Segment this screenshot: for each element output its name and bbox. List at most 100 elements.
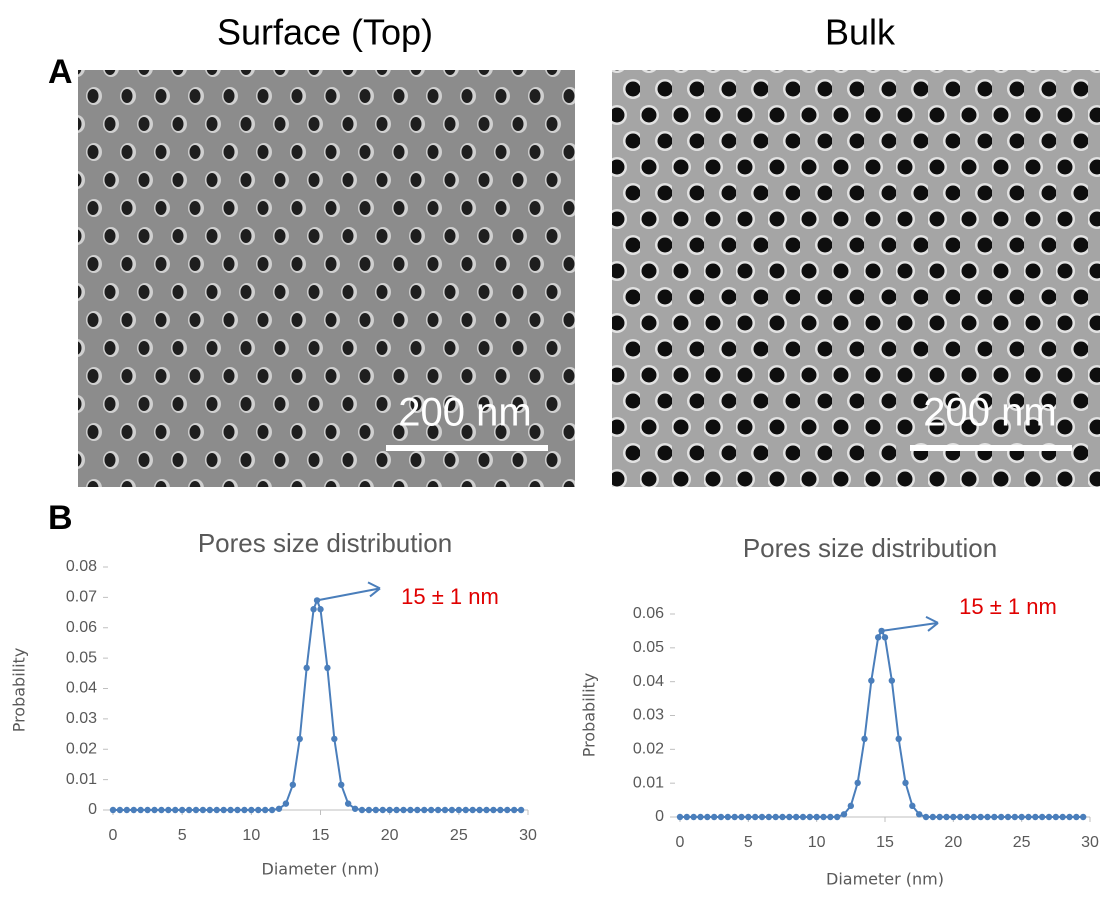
x-tick-label: 25	[1013, 834, 1031, 851]
data-point	[358, 806, 366, 814]
data-point	[922, 813, 930, 821]
x-tick-label: 15	[312, 827, 330, 844]
y-tick-label: 0.05	[66, 649, 97, 666]
chart-title: Pores size distribution	[198, 528, 452, 558]
data-point	[407, 806, 414, 814]
data-point	[1011, 813, 1019, 821]
x-tick-label: 10	[242, 827, 260, 844]
data-point	[241, 806, 248, 814]
data-point	[868, 677, 875, 684]
y-tick-label: 0.07	[66, 589, 97, 606]
data-point	[268, 806, 276, 814]
x-tick-label: 5	[744, 834, 753, 851]
data-point	[943, 813, 950, 821]
data-point	[806, 813, 814, 821]
data-point	[977, 813, 984, 821]
data-point	[185, 806, 193, 814]
data-point	[178, 806, 186, 814]
data-point	[441, 806, 449, 814]
data-point	[510, 806, 518, 814]
series-line	[680, 628, 1084, 818]
data-point	[372, 806, 380, 814]
data-point	[1079, 813, 1087, 821]
data-point	[676, 813, 684, 821]
scale-bar	[386, 445, 548, 451]
panel-label: B	[48, 499, 73, 537]
data-point	[331, 735, 338, 743]
y-tick-label: 0	[655, 808, 664, 825]
data-point	[936, 813, 943, 821]
data-point	[351, 805, 359, 812]
y-tick-label: 0.01	[66, 771, 97, 788]
data-point	[255, 806, 262, 814]
series-line	[113, 597, 522, 811]
data-point	[765, 813, 773, 821]
data-point	[950, 813, 957, 821]
y-tick-label: 0	[88, 801, 97, 818]
data-point	[991, 813, 998, 821]
data-point	[895, 735, 902, 743]
data-point	[393, 806, 400, 814]
x-tick-label: 5	[178, 827, 187, 844]
data-point	[483, 806, 490, 814]
data-point	[296, 735, 303, 743]
data-point	[956, 813, 964, 821]
x-tick-label: 15	[876, 834, 894, 851]
data-point	[1018, 813, 1025, 821]
data-point	[130, 806, 137, 814]
sem-image	[78, 70, 575, 487]
data-point	[427, 806, 435, 814]
data-point	[697, 813, 704, 821]
data-point	[192, 806, 200, 814]
annotation: 15 ± 1 nm	[401, 584, 499, 609]
x-axis-label: Diameter (nm)	[826, 870, 944, 889]
data-point	[324, 664, 331, 672]
annotation-arrow	[881, 621, 939, 632]
data-point	[289, 781, 297, 788]
data-point	[1073, 813, 1080, 821]
x-tick-label: 25	[450, 827, 468, 844]
data-point	[282, 800, 290, 807]
data-point	[854, 779, 861, 787]
data-point	[847, 802, 855, 810]
data-point	[1025, 813, 1032, 821]
x-tick-label: 20	[381, 827, 399, 844]
data-point	[220, 806, 227, 814]
data-point	[497, 806, 504, 814]
scale-bar	[910, 445, 1072, 451]
x-tick-label: 10	[808, 834, 826, 851]
data-point	[109, 806, 117, 814]
data-point	[909, 802, 916, 810]
data-point	[1045, 813, 1053, 821]
data-point	[731, 813, 738, 821]
data-point	[779, 813, 786, 821]
data-point	[704, 813, 711, 821]
data-point	[504, 806, 511, 814]
image-title: Surface (Top)	[217, 12, 433, 53]
sem-image	[612, 70, 1100, 487]
data-point	[338, 781, 345, 788]
data-point	[724, 813, 732, 821]
data-point	[434, 806, 442, 814]
y-tick-label: 0.06	[633, 605, 664, 622]
data-point	[683, 813, 691, 821]
arrow-head	[367, 581, 381, 598]
data-point	[751, 813, 759, 821]
data-point	[414, 806, 421, 814]
data-point	[690, 813, 697, 821]
y-tick-label: 0.03	[66, 710, 97, 727]
data-point	[827, 813, 834, 821]
arrow-head	[925, 616, 939, 632]
data-point	[455, 806, 463, 814]
x-tick-label: 0	[109, 827, 118, 844]
data-point	[137, 806, 144, 814]
y-axis-label: Probability	[10, 648, 29, 733]
data-point	[758, 813, 766, 821]
image-title: Bulk	[825, 12, 896, 53]
data-point	[275, 805, 283, 812]
data-point	[861, 735, 868, 743]
data-point	[813, 813, 820, 821]
data-point	[963, 813, 971, 821]
data-point	[379, 806, 386, 814]
